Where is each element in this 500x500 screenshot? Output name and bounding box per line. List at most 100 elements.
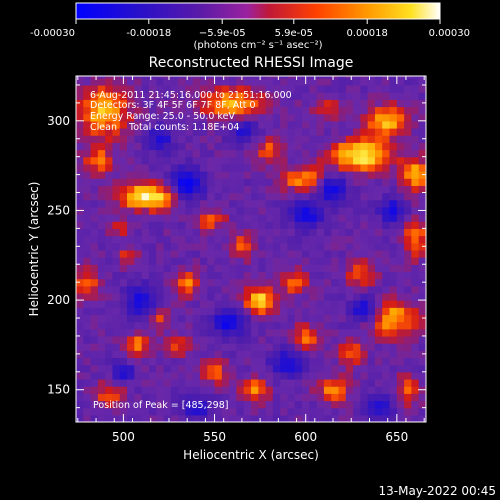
heatmap-cell [323,335,332,344]
heatmap-cell [251,292,259,301]
heatmap-cell [148,300,157,308]
heatmap-cell [229,92,238,100]
heatmap-cell [389,393,398,402]
heatmap-cell [134,271,143,280]
heatmap-cell [404,185,413,194]
heatmap-cell [236,76,245,79]
heatmap-cell [141,163,150,172]
heatmap-cell [199,163,208,172]
heatmap-cell [389,228,398,237]
heatmap-cell [309,76,318,79]
heatmap-cell [243,414,252,422]
heatmap-cell [280,120,289,129]
heatmap-cell [221,264,230,273]
heatmap-cell [229,76,238,79]
heatmap-cell [97,185,106,194]
heatmap-cell [287,400,296,409]
heatmap-cell [127,364,135,373]
heatmap-cell [119,307,128,316]
heatmap-cell [396,393,405,402]
heatmap-cell [353,307,361,316]
heatmap-cell [251,307,259,316]
heatmap-cell [258,350,267,359]
heatmap-cell [236,264,245,273]
heatmap-cell [127,149,135,158]
heatmap-cell [353,285,361,294]
heatmap-cell [367,178,376,186]
heatmap-cell [156,120,165,129]
heatmap-cell [323,285,332,294]
heatmap-cell [76,249,84,258]
heatmap-cell [148,99,157,108]
heatmap-cell [192,228,201,237]
heatmap-cell [302,113,310,122]
heatmap-cell [163,199,172,208]
heatmap-cell [148,185,157,194]
heatmap-cell [192,378,201,387]
heatmap-cell [382,300,391,308]
heatmap-cell [272,378,281,387]
heatmap-cell [272,84,281,93]
heatmap-cell [418,149,426,158]
heatmap-cell [178,328,186,337]
heatmap-cell [265,400,274,409]
heatmap-cell [280,76,289,79]
heatmap-cell [170,192,179,201]
heatmap-cell [316,371,325,380]
heatmap-cell [294,142,303,151]
heatmap-cell [309,84,318,93]
heatmap-cell [294,235,303,244]
heatmap-cell [214,328,223,337]
heatmap-cell [389,292,398,301]
heatmap-cell [338,343,347,351]
heatmap-cell [345,127,354,136]
heatmap-cell [199,414,208,422]
heatmap-cell [229,120,238,129]
heatmap-cell [411,214,420,222]
heatmap-cell [287,407,296,416]
annotation-detectors: Detectors: 3F 4F 5F 6F 7F 8F, Att 0 [90,100,256,111]
heatmap-cell [280,364,289,373]
heatmap-cell [141,321,150,330]
heatmap-cell [192,106,201,115]
heatmap-cell [178,393,186,402]
heatmap-cell [353,214,361,222]
heatmap-cell [389,120,398,129]
heatmap-cell [404,407,413,416]
heatmap-cell [265,271,274,280]
heatmap-cell [185,278,194,287]
heatmap-cell [185,393,194,402]
heatmap-cell [316,163,325,172]
heatmap-cell [141,92,150,100]
heatmap-cell [76,221,84,229]
heatmap-cell [214,171,223,179]
heatmap-cell [382,84,391,93]
heatmap-cell [163,314,172,323]
heatmap-cell [309,135,318,143]
heatmap-cell [382,127,391,136]
heatmap-cell [134,371,143,380]
heatmap-cell [353,335,361,344]
heatmap-cell [294,149,303,158]
heatmap-cell [287,242,296,251]
heatmap-cell [112,221,121,229]
heatmap-cell [382,335,391,344]
heatmap-cell [214,249,223,258]
heatmap-cell [83,257,92,265]
heatmap-cell [287,264,296,273]
heatmap-cell [280,278,289,287]
heatmap-cell [119,214,128,222]
x-tick-label: 650 [385,430,408,444]
heatmap-cell [221,178,230,186]
heatmap-cell [309,264,318,273]
heatmap-cell [345,307,354,316]
heatmap-cell [323,185,332,194]
heatmap-cell [338,92,347,100]
heatmap-cell [323,142,332,151]
heatmap-cell [141,264,150,273]
heatmap-cell [141,278,150,287]
heatmap-cell [353,414,361,422]
heatmap-cell [382,264,391,273]
heatmap-cell [411,300,420,308]
heatmap-cell [280,113,289,122]
